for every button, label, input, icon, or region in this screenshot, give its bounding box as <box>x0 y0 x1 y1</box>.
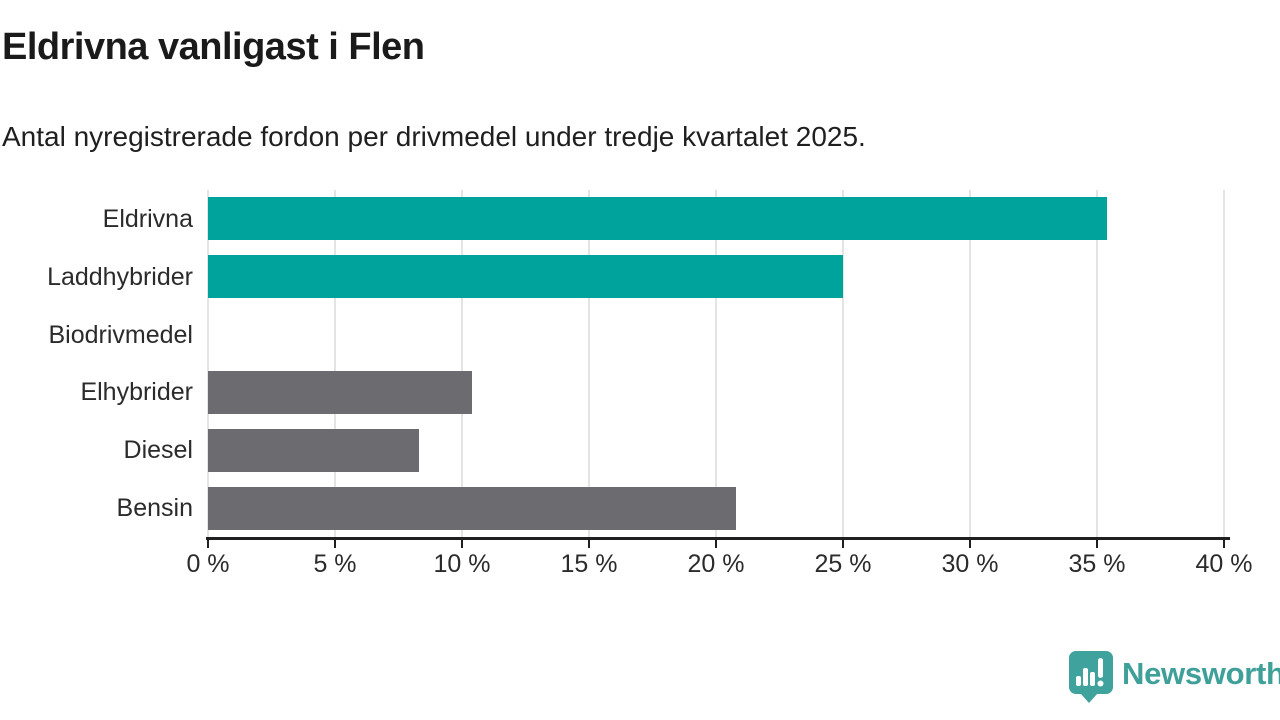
x-tick-label: 5 % <box>313 550 357 578</box>
x-tick-label: 0 % <box>186 550 230 578</box>
gridline-0 <box>207 190 209 537</box>
x-tick-label: 35 % <box>1068 550 1126 578</box>
newsworthy-logo-text: Newsworthy <box>1122 656 1280 691</box>
x-tick-label: 25 % <box>814 550 872 578</box>
page-title: Eldrivna vanligast i Flen <box>2 26 425 68</box>
gridline-35 <box>1096 190 1098 537</box>
bar-diesel <box>208 428 419 472</box>
bar-elhybrider <box>208 370 473 414</box>
x-tick-label: 15 % <box>560 550 618 578</box>
gridline-10 <box>461 190 463 537</box>
category-label-bensin: Bensin <box>116 494 193 523</box>
x-tick-label: 20 % <box>687 550 745 578</box>
x-tick-label: 10 % <box>433 550 491 578</box>
x-tick-0 <box>207 540 209 548</box>
category-label-elhybrider: Elhybrider <box>80 378 193 407</box>
x-tick-30 <box>969 540 971 548</box>
gridline-15 <box>588 190 590 537</box>
x-tick-10 <box>461 540 463 548</box>
bar-bensin <box>208 486 737 530</box>
x-axis-line <box>206 537 1230 540</box>
x-tick-15 <box>588 540 590 548</box>
x-tick-5 <box>334 540 336 548</box>
gridline-5 <box>334 190 336 537</box>
category-label-eldrivna: Eldrivna <box>102 204 193 233</box>
gridline-20 <box>715 190 717 537</box>
x-tick-20 <box>715 540 717 548</box>
x-tick-label: 40 % <box>1195 550 1253 578</box>
x-tick-25 <box>842 540 844 548</box>
category-label-diesel: Diesel <box>123 436 193 465</box>
x-tick-35 <box>1096 540 1098 548</box>
chart-subtitle: Antal nyregistrerade fordon per drivmede… <box>2 121 866 152</box>
bar-eldrivna <box>208 197 1108 241</box>
x-tick-40 <box>1223 540 1225 548</box>
plot-area <box>207 190 1225 537</box>
gridline-40 <box>1223 190 1225 537</box>
category-label-laddhybrider: Laddhybrider <box>47 262 193 291</box>
gridline-30 <box>969 190 971 537</box>
newsworthy-logo: Newsworthy <box>1068 650 1280 704</box>
newsworthy-logo-icon <box>1069 651 1113 703</box>
x-tick-label: 30 % <box>941 550 999 578</box>
bar-laddhybrider <box>208 255 843 299</box>
gridline-25 <box>842 190 844 537</box>
category-label-biodrivmedel: Biodrivmedel <box>48 320 193 349</box>
